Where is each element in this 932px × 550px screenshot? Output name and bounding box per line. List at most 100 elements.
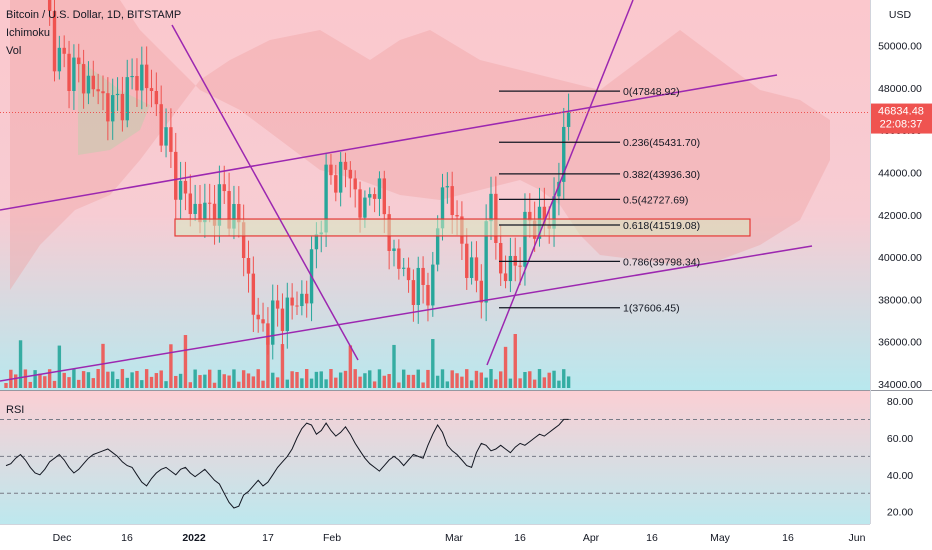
candle-body [256, 314, 260, 320]
candle-body [358, 189, 362, 218]
volume-bar [377, 369, 382, 388]
volume-bar [222, 374, 226, 388]
time-tick-label: Dec [53, 532, 72, 544]
candle-body [144, 64, 149, 89]
volume-bar [149, 376, 154, 388]
chart-title[interactable]: Bitcoin / U.S. Dollar, 1D, BITSTAMP [6, 9, 182, 21]
volume-bar [489, 369, 493, 388]
countdown-label: 22:08:37 [880, 119, 923, 131]
time-tick-label: Mar [445, 532, 464, 544]
volume-bar [484, 377, 488, 388]
rsi-tick-label: 80.00 [887, 396, 913, 408]
volume-bar [363, 373, 367, 388]
candle-body [241, 222, 246, 258]
candle-body [154, 90, 159, 105]
volume-bars [4, 334, 571, 388]
volume-bar [261, 380, 265, 388]
volume-bar [392, 344, 396, 388]
candle-body [203, 202, 207, 223]
volume-bar [440, 369, 445, 388]
candle-body [406, 267, 411, 281]
ichimoku-legend[interactable]: Ichimoku [6, 27, 51, 39]
volume-bar [319, 371, 323, 388]
candle-body [120, 93, 125, 121]
price-tick-label: 42000.00 [878, 210, 922, 222]
channel-lower-trendline[interactable] [0, 245, 813, 382]
volume-bar [43, 376, 47, 388]
volume-bar [416, 369, 420, 388]
volume-legend[interactable]: Vol [6, 45, 22, 57]
volume-bar [508, 378, 513, 388]
price-scale-background [870, 0, 932, 550]
volume-bar [52, 380, 57, 388]
volume-bar [479, 372, 483, 388]
volume-bar [135, 370, 139, 388]
volume-bar [275, 377, 280, 388]
time-tick-label: Apr [583, 532, 600, 544]
candle-body [261, 319, 265, 324]
candle-body [62, 47, 66, 54]
ascending-trendline[interactable] [486, 0, 634, 366]
candle-body [431, 264, 435, 306]
candle-body [198, 203, 202, 223]
volume-bar [503, 346, 508, 388]
volume-bar [372, 381, 377, 388]
volume-bar [358, 376, 362, 388]
volume-bar [14, 374, 18, 388]
candle-body [324, 164, 328, 233]
candle-body [212, 203, 217, 226]
volume-bar [164, 381, 168, 388]
candle-body [232, 203, 236, 229]
volume-bar [402, 369, 406, 388]
volume-bar [246, 373, 251, 388]
descending-trendline[interactable] [171, 24, 359, 361]
candle-body [397, 248, 401, 269]
volume-bar [397, 382, 401, 388]
candle-body [227, 191, 231, 229]
time-tick-label: 16 [514, 532, 526, 544]
candle-body [47, 0, 52, 12]
volume-bar [411, 374, 416, 388]
volume-bar [144, 369, 149, 388]
candle-body [290, 297, 294, 306]
volume-bar [271, 372, 275, 388]
rsi-tick-label: 60.00 [887, 433, 913, 445]
volume-bar [241, 370, 246, 388]
candle-body [392, 248, 396, 251]
rsi-scale[interactable]: 80.00 60.00 40.00 20.00 [887, 396, 913, 519]
last-price-label: 46834.48 [878, 106, 924, 118]
time-scale[interactable]: Dec 16 2022 17 Feb Mar 16 Apr 16 May 16 Jun [53, 532, 866, 544]
fib-level-label: 1(37606.45) [623, 303, 680, 315]
volume-bar [305, 369, 309, 388]
candle-body [353, 178, 357, 190]
price-tick-label: 36000.00 [878, 337, 922, 349]
volume-bar [523, 372, 527, 388]
volume-bar [208, 369, 212, 388]
candle-body [305, 293, 309, 304]
volume-bar [532, 379, 537, 388]
fibonacci-levels[interactable]: 0(47848.92) 0.236(45431.70) 0.382(43936.30… [499, 86, 700, 315]
time-tick-label: 17 [262, 532, 274, 544]
price-scale[interactable]: 50000.0048000.0046000.0044000.0042000.00… [878, 41, 922, 391]
volume-bar [23, 369, 28, 388]
candle-body [275, 300, 280, 309]
candle-body [251, 273, 256, 315]
volume-bar [140, 380, 144, 388]
candle-body [164, 127, 168, 146]
channel-upper-trendline[interactable] [0, 74, 778, 211]
volume-bar [125, 377, 129, 388]
volume-bar [174, 375, 178, 388]
rsi-tick-label: 40.00 [887, 470, 913, 482]
volume-bar [518, 378, 522, 388]
candle-body [174, 151, 178, 200]
candle-body [469, 257, 474, 278]
rsi-title[interactable]: RSI [6, 404, 25, 416]
price-tick-label: 40000.00 [878, 252, 922, 264]
volume-bar [329, 369, 333, 388]
volume-bar [4, 383, 8, 388]
volume-bar [101, 343, 105, 388]
volume-bar [38, 373, 42, 388]
support-resistance-zone[interactable] [174, 218, 751, 237]
candle-body [86, 75, 91, 94]
